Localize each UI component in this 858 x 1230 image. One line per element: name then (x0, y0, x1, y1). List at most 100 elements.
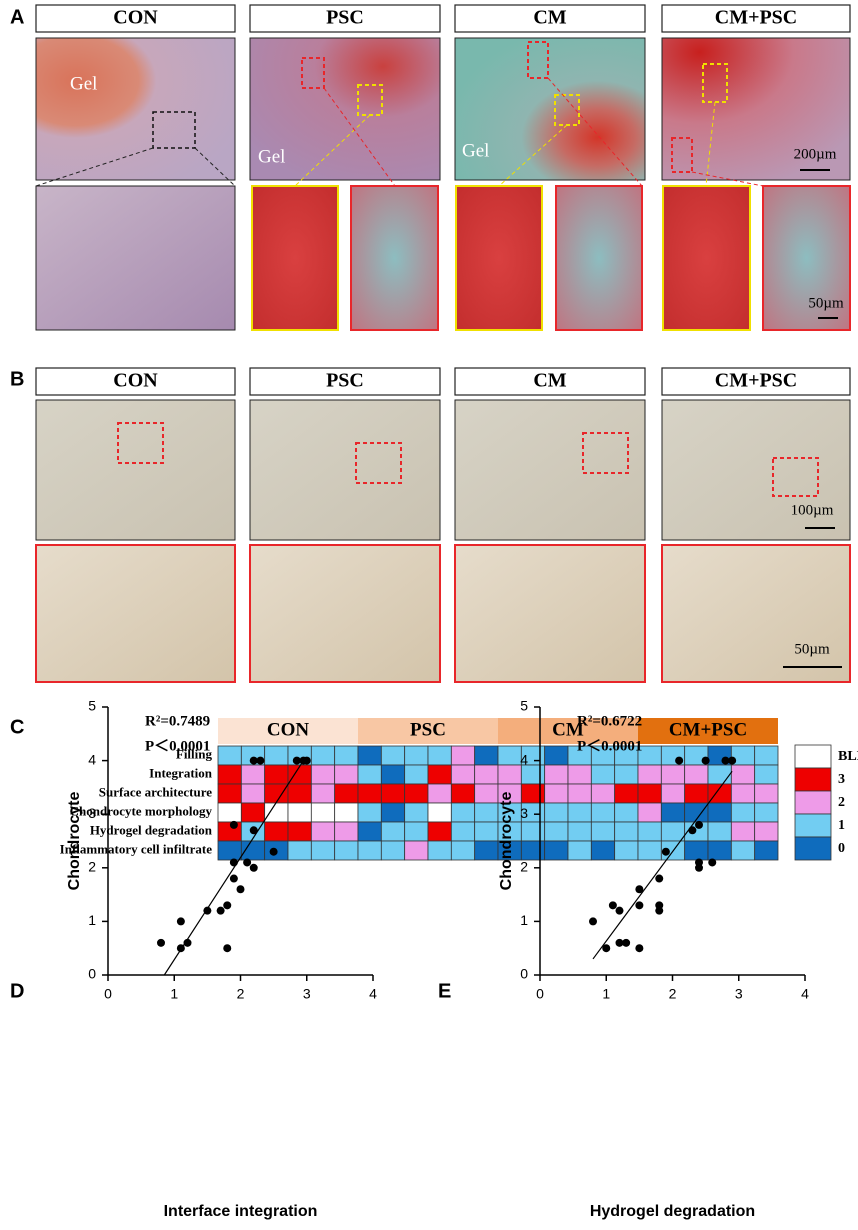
heat-cell (754, 764, 779, 785)
heat-cell (567, 840, 592, 861)
panel-label: D (10, 980, 24, 1002)
point (236, 885, 245, 894)
x-tick-label: 0 (536, 986, 544, 1002)
heat-cell (404, 745, 429, 766)
heat-cell (380, 783, 406, 804)
heat-cell (590, 821, 616, 842)
point (701, 756, 710, 765)
point (635, 901, 644, 910)
point (688, 826, 697, 835)
heat-cell (217, 840, 242, 861)
point (695, 863, 703, 872)
row-label: Hydrogel degradation (90, 822, 213, 837)
heat-cell (404, 783, 429, 804)
point (708, 858, 717, 867)
legend-label: 0 (838, 841, 845, 856)
heat-cell (754, 821, 779, 842)
heat-cell (544, 783, 569, 804)
annotation: P＜0.0001 (577, 738, 642, 754)
heat-cell (754, 745, 779, 766)
heat-cell (637, 802, 662, 823)
heat-cell (614, 764, 639, 785)
heat-cell (240, 802, 266, 823)
group-label: CON (267, 719, 310, 740)
legend-swatch (794, 767, 832, 792)
heat-cell (310, 783, 336, 804)
heat-cell (520, 821, 546, 842)
heat-cell (217, 802, 242, 823)
heat-cell (707, 783, 732, 804)
group-header: CON (113, 7, 158, 29)
heat-cell (310, 840, 336, 861)
group-header: CM+PSC (715, 7, 798, 29)
x-axis-title: Hydrogel degradation (590, 1203, 755, 1220)
heat-cell (474, 821, 499, 842)
heat-cell (497, 745, 522, 766)
group-header: CM+PSC (715, 370, 798, 392)
heat-cell (754, 802, 779, 823)
heat-cell (380, 764, 406, 785)
gel-label: Gel (70, 73, 97, 94)
heat-cell (427, 802, 452, 823)
heat-cell (334, 745, 359, 766)
y-tick-label: 2 (88, 859, 96, 875)
heat-cell (730, 764, 756, 785)
row-label: Surface architecture (99, 784, 212, 799)
heat-cell (287, 802, 312, 823)
x-tick-label: 0 (104, 986, 112, 1002)
heat-cell (660, 821, 686, 842)
y-tick-label: 3 (88, 805, 96, 821)
heat-cell (590, 783, 616, 804)
gel-label: Gel (258, 146, 285, 167)
point (243, 858, 252, 867)
x-tick-label: 4 (369, 986, 377, 1002)
heat-cell (754, 840, 779, 861)
heat-cell (357, 840, 382, 861)
panel-label: A (10, 6, 24, 28)
heat-cell (684, 840, 709, 861)
point (176, 944, 185, 953)
heat-cell (217, 745, 242, 766)
heat-cell (427, 783, 452, 804)
point (176, 917, 185, 926)
group-band (218, 718, 358, 744)
point (223, 944, 232, 953)
legend-label: 1 (838, 818, 845, 833)
heat-cell (427, 764, 452, 785)
heat-cell (287, 783, 312, 804)
group-header-box (249, 367, 441, 396)
group-band (358, 718, 498, 744)
heat-cell (660, 802, 686, 823)
heat-cell (450, 764, 476, 785)
point (223, 901, 232, 910)
heat-cell (380, 802, 406, 823)
heat-cell (544, 764, 569, 785)
legend-label: 2 (838, 795, 845, 810)
legend-swatch (794, 813, 832, 838)
heat-cell (287, 840, 312, 861)
group-header: PSC (326, 7, 364, 29)
row-label: Integration (149, 765, 213, 780)
heat-cell (614, 840, 639, 861)
heat-cell (474, 764, 499, 785)
scale-label: 100µm (791, 502, 834, 518)
heat-cell (707, 821, 732, 842)
point (229, 820, 238, 829)
heat-cell (567, 821, 592, 842)
group-header: CM (533, 7, 566, 29)
scale-label: 50µm (808, 295, 844, 311)
heat-cell (357, 821, 382, 842)
point (157, 938, 165, 947)
group-header-box (661, 4, 851, 33)
heat-cell (264, 745, 289, 766)
point (602, 944, 611, 953)
heat-cell (357, 764, 382, 785)
heat-cell (217, 783, 242, 804)
heat-cell (264, 764, 289, 785)
point (675, 756, 684, 765)
heat-cell (450, 802, 476, 823)
heat-cell (590, 840, 616, 861)
group-band (498, 718, 638, 744)
heat-cell (730, 821, 756, 842)
